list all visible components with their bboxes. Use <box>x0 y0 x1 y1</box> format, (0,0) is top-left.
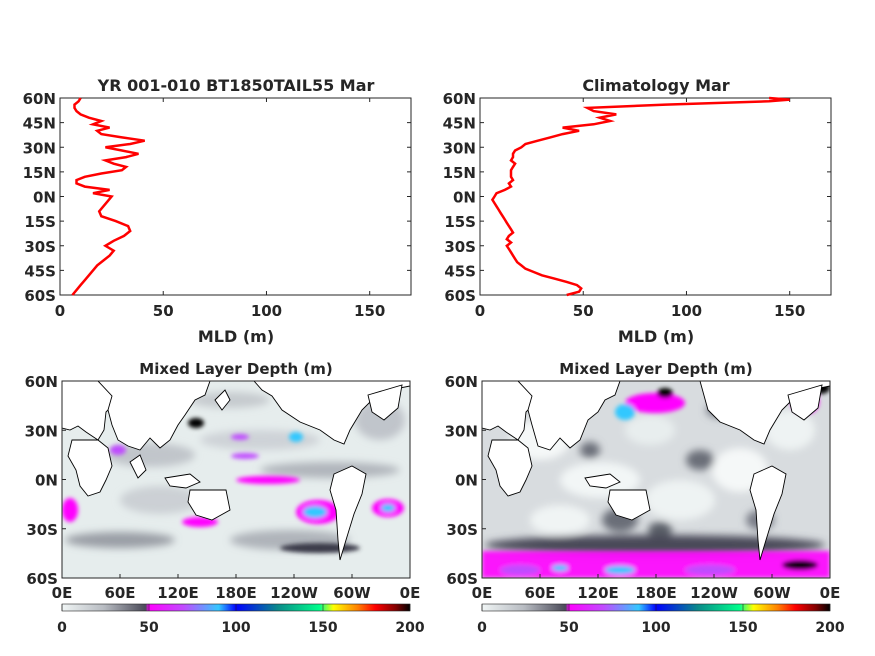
map-x-tick-label: 120W <box>690 584 738 602</box>
y-tick-label: 60N <box>23 90 56 108</box>
map-panel-model: Mixed Layer Depth (m) <box>25 360 425 636</box>
y-tick-label: 15N <box>23 164 56 182</box>
x-tick-label: 150 <box>774 302 805 320</box>
y-tick-label: 60S <box>444 287 476 305</box>
map-y-tick-label: 60N <box>25 373 58 391</box>
map-x-tick-label: 0E <box>472 584 493 602</box>
profile-line-climatology <box>490 96 790 297</box>
map-x-tick-label: 120E <box>157 584 199 602</box>
map-title-model: Mixed Layer Depth (m) <box>139 360 332 378</box>
map-y-tick-label: 0N <box>35 472 58 490</box>
map-x-tick-label: 180E <box>635 584 677 602</box>
map-y-ticks-model: 60N 30N 0N 30S 60S <box>25 373 66 588</box>
profile-title-model: YR 001-010 BT1850TAIL55 Mar <box>97 76 375 95</box>
colorbar-tick-label: 100 <box>221 620 250 636</box>
profile-panel-climatology: Climatology Mar 60S45S30S15S0N15N30N45N6… <box>443 76 832 346</box>
colorbar-tick-label: 150 <box>308 620 337 636</box>
profile-axes-model <box>59 97 412 296</box>
map-x-tick-label: 60E <box>524 584 555 602</box>
x-tick-label: 50 <box>153 302 174 320</box>
x-tick-label: 50 <box>573 302 594 320</box>
x-tick-label: 100 <box>671 302 702 320</box>
mld-field-climatology <box>482 381 830 578</box>
y-tick-label: 30N <box>443 139 476 157</box>
colorbar-tick-label: 0 <box>57 620 67 636</box>
profile-xlabel-model: MLD (m) <box>198 327 274 346</box>
colorbar-tick-label: 50 <box>139 620 159 636</box>
profile-y-ticks-model: 60S 45S 30S 15S 0N 15N 30N 45N 60N <box>23 90 411 305</box>
map-y-tick-label: 60S <box>446 570 478 588</box>
colorbar-tick-label: 100 <box>641 620 670 636</box>
y-tick-label: 45S <box>24 262 56 280</box>
y-tick-label: 60N <box>443 90 476 108</box>
y-tick-label: 0N <box>453 189 476 207</box>
colorbar-ticks-model: 0 50 100 150 200 <box>57 604 425 636</box>
y-tick-label: 60S <box>24 287 56 305</box>
y-tick-label: 30S <box>24 238 56 256</box>
map-x-tick-label: 60W <box>753 584 791 602</box>
map-title-climatology: Mixed Layer Depth (m) <box>559 360 752 378</box>
profile-y-ticks-climatology: 60S 45S 30S 15S 0N 15N 30N 45N 60N <box>443 90 831 305</box>
mld-field-model <box>62 381 410 578</box>
map-x-tick-label: 180E <box>215 584 257 602</box>
y-tick-label: 30N <box>23 139 56 157</box>
map-y-tick-label: 30N <box>445 422 478 440</box>
y-tick-label: 45N <box>443 115 476 133</box>
map-y-tick-label: 60N <box>445 373 478 391</box>
continents-model <box>62 381 410 561</box>
map-x-tick-label: 60E <box>104 584 135 602</box>
map-x-ticks-model: 0E 60E 120E 180E 120W 60W 0E <box>52 574 421 602</box>
y-tick-label: 30S <box>444 238 476 256</box>
colorbar-tick-label: 50 <box>559 620 579 636</box>
y-tick-label: 0N <box>33 189 56 207</box>
y-tick-label: 15N <box>443 164 476 182</box>
map-panel-climatology: Mixed Layer Depth (m) <box>445 360 845 636</box>
y-tick-label: 15S <box>24 213 56 231</box>
map-y-tick-label: 30S <box>446 521 478 539</box>
map-y-tick-label: 0N <box>455 472 478 490</box>
profile-x-ticks-climatology: 0 50 100 150 <box>475 98 805 320</box>
colorbar-tick-label: 0 <box>477 620 487 636</box>
colorbar-tick-label: 200 <box>395 620 424 636</box>
x-tick-label: 0 <box>55 302 65 320</box>
profile-panel-model: YR 001-010 BT1850TAIL55 Mar 60S 45S 30S 15S… <box>23 76 412 346</box>
y-tick-label: 45N <box>23 115 56 133</box>
y-tick-label: 45S <box>444 262 476 280</box>
map-x-tick-label: 0E <box>52 584 73 602</box>
map-y-tick-label: 30S <box>26 521 58 539</box>
y-tick-label: 15S <box>444 213 476 231</box>
map-x-ticks-climatology: 0E 60E 120E 180E 120W 60W 0E <box>472 574 841 602</box>
profile-axes-climatology <box>479 97 832 296</box>
map-x-tick-label: 0E <box>820 584 841 602</box>
profile-line-model <box>71 97 145 296</box>
map-y-tick-label: 60S <box>26 570 58 588</box>
map-x-tick-label: 0E <box>400 584 421 602</box>
x-tick-label: 0 <box>475 302 485 320</box>
continents-climatology <box>482 381 830 561</box>
colorbar-tick-label: 200 <box>815 620 844 636</box>
x-tick-label: 150 <box>354 302 385 320</box>
colorbar-ticks-climatology: 0 50 100 150 200 <box>477 604 845 636</box>
map-x-tick-label: 120W <box>270 584 318 602</box>
x-tick-label: 100 <box>251 302 282 320</box>
colorbar-tick-label: 150 <box>728 620 757 636</box>
profile-x-ticks-model: 0 50 100 150 <box>55 98 385 320</box>
profile-title-climatology: Climatology Mar <box>582 76 729 95</box>
map-x-tick-label: 120E <box>577 584 619 602</box>
map-y-tick-label: 30N <box>25 422 58 440</box>
map-x-tick-label: 60W <box>333 584 371 602</box>
map-y-ticks-climatology: 60N 30N 0N 30S 60S <box>445 373 486 588</box>
profile-xlabel-climatology: MLD (m) <box>618 327 694 346</box>
